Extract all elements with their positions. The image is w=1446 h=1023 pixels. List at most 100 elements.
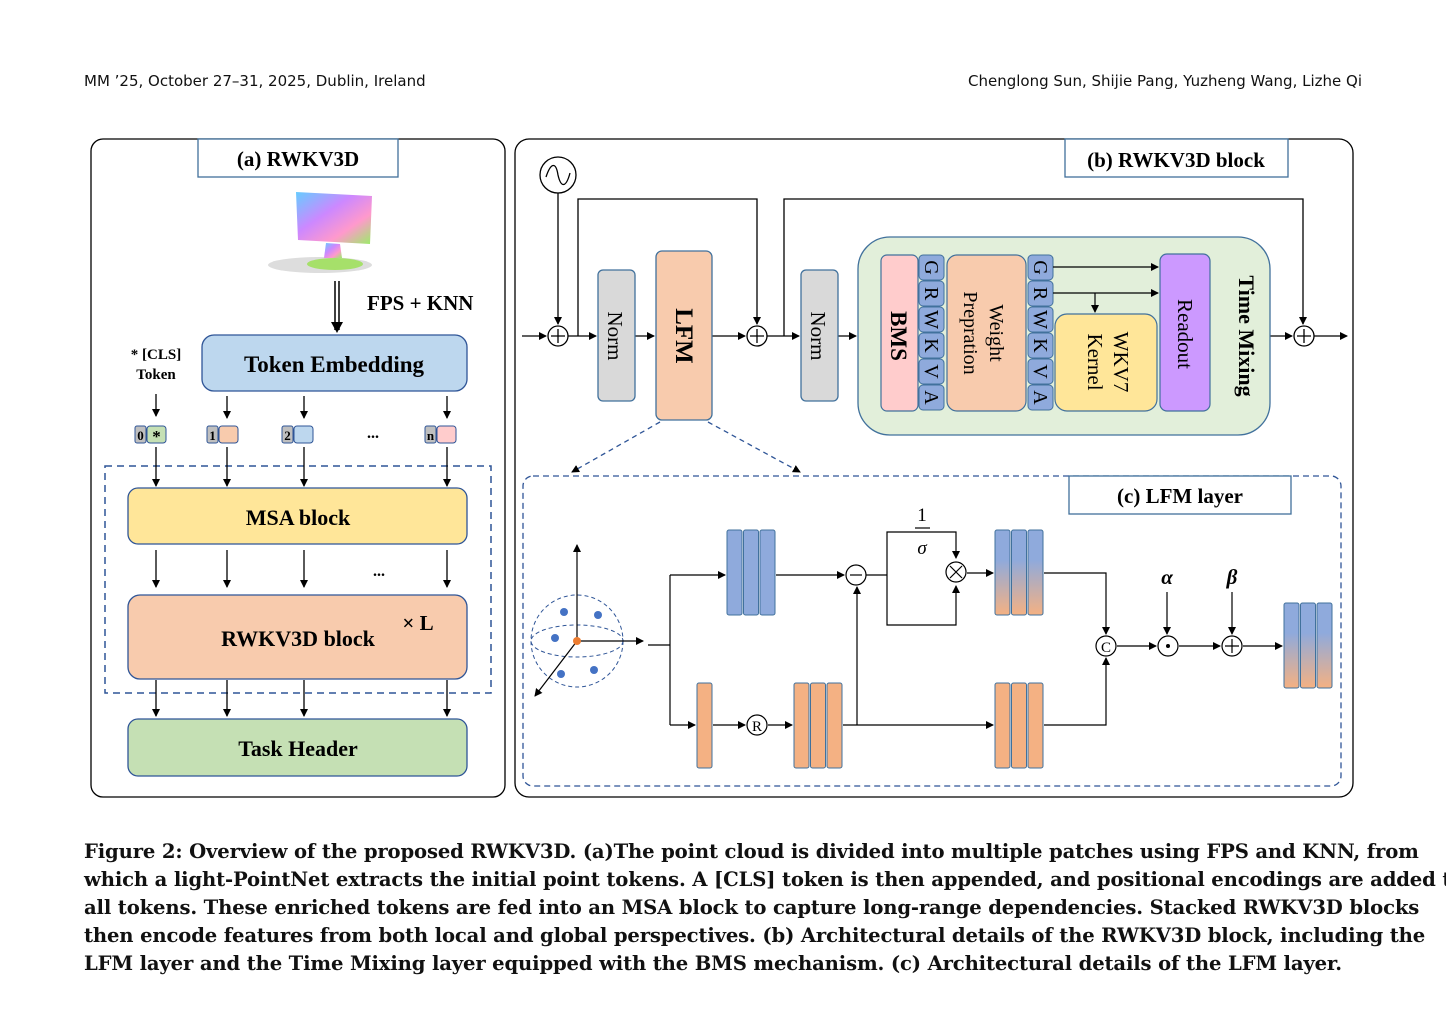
alpha-label: α	[1161, 565, 1173, 589]
bms-label: BMS	[886, 311, 911, 361]
token-embedding-label: Token Embedding	[244, 352, 425, 377]
caption-line: which a light-PointNet extracts the init…	[84, 868, 1446, 891]
feature-bar	[994, 529, 1011, 616]
wkv7-kernel-block	[1054, 313, 1158, 412]
fraction-denominator: σ	[917, 538, 927, 559]
svg-text:2: 2	[284, 428, 291, 443]
feature-bar	[1283, 602, 1300, 689]
token-2: 2	[281, 425, 314, 444]
grwkva-letter: V	[920, 364, 942, 379]
grwkva-letter: K	[920, 338, 942, 353]
r-operator-label: R	[752, 719, 762, 735]
fraction-numerator: 1	[917, 505, 927, 526]
panel-a-title: (a) RWKV3D	[237, 147, 359, 171]
rwkv3d-block	[127, 594, 468, 680]
kernel-label: Kernel	[1083, 333, 1107, 390]
caption-line: Figure 2: Overview of the proposed RWKV3…	[84, 840, 1419, 863]
grwkva-letter: K	[1029, 338, 1051, 353]
token-1: 1	[206, 425, 239, 444]
grwkva-letter: A	[920, 390, 942, 405]
feature-bar	[1011, 529, 1027, 616]
feature-bar	[1011, 682, 1027, 769]
feature-bar	[759, 529, 776, 616]
norm-block-1	[597, 269, 636, 402]
rwkv3d-block-label: RWKV3D block	[221, 626, 376, 651]
grwkva-letter: R	[920, 287, 942, 301]
repeat-region	[104, 465, 492, 694]
token-n: n	[424, 425, 457, 444]
caption-line: all tokens. These enriched tokens are fe…	[84, 896, 1420, 919]
wkv7-label: WKV7	[1109, 332, 1133, 393]
feature-bar	[743, 529, 759, 616]
task-header-block	[127, 718, 468, 777]
feature-bar	[793, 682, 810, 769]
grwkva-letter: V	[1029, 364, 1051, 379]
token-0: 0 *	[134, 425, 167, 446]
grwkva-cell	[1027, 384, 1054, 411]
grwkva-letter: G	[920, 260, 942, 274]
caption-line: LFM layer and the Time Mixing layer equi…	[84, 952, 1342, 975]
msa-block-label: MSA block	[246, 505, 351, 530]
feature-bar	[1316, 602, 1333, 689]
weight-label: Weight	[985, 304, 1007, 362]
layer-ellipsis: ...	[373, 563, 385, 580]
task-header-label: Task Header	[238, 736, 358, 761]
cls-label: * [CLS]	[131, 347, 181, 363]
grwkva-cell	[1027, 306, 1054, 333]
grwkva-cell	[1027, 358, 1054, 385]
r-operator-icon	[746, 714, 768, 736]
feature-bar	[1027, 682, 1044, 769]
readout-label: Readout	[1173, 299, 1197, 369]
add-icon	[547, 325, 1315, 347]
repeat-label: × L	[402, 611, 433, 635]
point-sphere-icon	[530, 544, 644, 697]
feature-bar	[1300, 602, 1316, 689]
grwkva-cell	[918, 306, 945, 333]
norm-label-1: Norm	[603, 312, 627, 361]
running-header-right: Chenglong Sun, Shijie Pang, Yuzheng Wang…	[968, 72, 1362, 90]
grwkva-letter: W	[920, 310, 942, 329]
cls-token-label: Token	[136, 367, 176, 383]
panel-b-title: (b) RWKV3D block	[1087, 148, 1265, 172]
grwkva-cell	[918, 358, 945, 385]
svg-text:n: n	[427, 428, 435, 443]
concat-label: C	[1101, 640, 1111, 656]
bms-block	[880, 254, 919, 412]
panel-c-title: (c) LFM layer	[1117, 484, 1243, 508]
time-mixing-label: Time Mixing	[1234, 275, 1259, 396]
grwkva-letter: R	[1029, 287, 1051, 301]
feature-bar	[1027, 529, 1044, 616]
svg-text:*: *	[152, 427, 161, 446]
lfm-block	[655, 250, 713, 421]
figure-caption: Figure 2: Overview of the proposed RWKV3…	[84, 838, 1446, 978]
positional-encoding-icon	[545, 164, 571, 186]
lfm-label: LFM	[670, 308, 697, 364]
weight-preparation-block	[946, 254, 1027, 412]
svg-text:0: 0	[137, 428, 144, 443]
feature-bar	[826, 682, 843, 769]
panel-b: (b) RWKV3D block Norm LFM Norm	[514, 138, 1354, 798]
grwkva-letter: W	[1029, 310, 1051, 329]
concat-icon	[1095, 635, 1117, 657]
grwkva-cell	[918, 384, 945, 411]
grwkva-cell	[918, 280, 945, 307]
grwkva-cell	[918, 332, 945, 359]
grwkva-cell	[918, 254, 945, 281]
feature-bar	[994, 682, 1011, 769]
running-header-left: MM ’25, October 27–31, 2025, Dublin, Ire…	[84, 72, 426, 90]
readout-block	[1159, 253, 1211, 412]
norm-block-2	[800, 269, 839, 402]
panel-a: (a) RWKV3D FPS + KNN * [CLS] Token Token…	[90, 138, 506, 798]
feature-bar	[726, 529, 743, 616]
panel-c: (c) LFM layer	[522, 475, 1342, 787]
caption-line: then encode features from both local and…	[84, 924, 1426, 947]
svg-text:1: 1	[209, 428, 216, 443]
grwkva-cell	[1027, 332, 1054, 359]
grwkva-letter: G	[1029, 260, 1051, 274]
beta-label: β	[1226, 565, 1238, 589]
token-embedding-block	[201, 334, 468, 392]
